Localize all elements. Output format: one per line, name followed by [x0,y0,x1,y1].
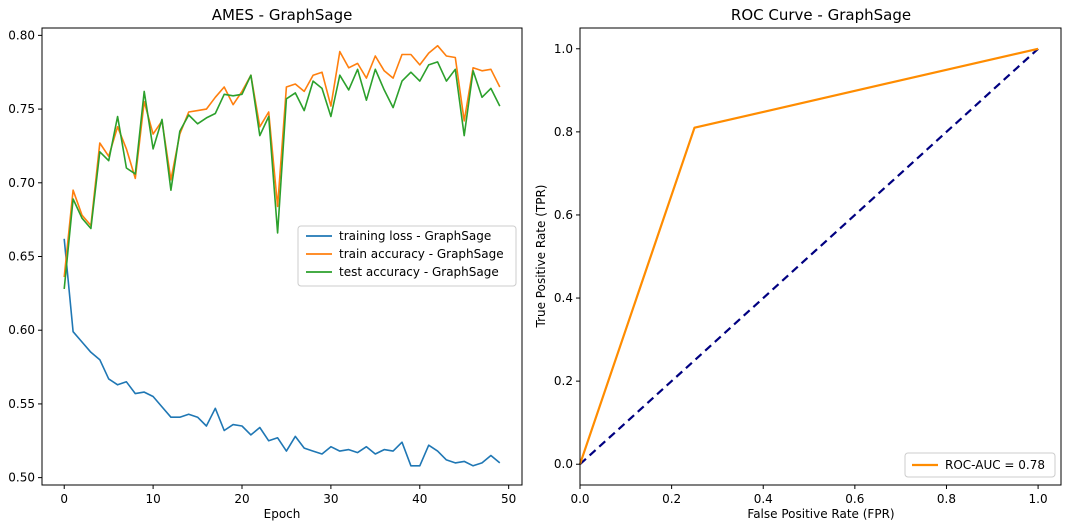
right-legend-box [904,452,1056,478]
y-tick-label: 0.55 [8,397,35,411]
x-tick-label: 40 [412,492,427,506]
y-tick-label: 0.6 [554,208,573,222]
x-tick-label: 1.0 [1029,492,1048,506]
legend-label: training loss - GraphSage [339,229,491,243]
left-chart: AMES - GraphSage 0 10 20 30 40 50 0.50 0.55 0.6… [8,6,523,521]
x-tick-label: 20 [234,492,249,506]
left-legend-box [297,225,517,287]
x-tick-label: 0.4 [754,492,773,506]
right-plot-frame [579,27,1062,486]
left-chart-title: AMES - GraphSage [212,6,353,24]
y-tick-label: 0.50 [8,471,35,485]
legend-label: train accuracy - GraphSage [339,247,504,261]
right-y-axis-label: True Positive Rate (TPR) [534,185,548,329]
y-tick-label: 0.80 [8,28,35,42]
y-tick-label: 0.65 [8,250,35,264]
left-x-axis-label: Epoch [264,507,301,521]
y-tick-label: 0.4 [554,291,573,305]
y-tick-label: 0.75 [8,102,35,116]
random-baseline-line [579,47,1039,466]
left-legend: training loss - GraphSage train accuracy … [297,225,517,287]
right-chart: ROC Curve - GraphSage 0.0 0.2 0.4 0.6 0.8 1.0… [534,6,1062,521]
y-tick-label: 0.2 [554,374,573,388]
x-tick-label: 30 [323,492,338,506]
legend-label: test accuracy - GraphSage [339,265,499,279]
x-tick-label: 0 [60,492,68,506]
x-tick-label: 0.0 [570,492,589,506]
legend-label: ROC-AUC = 0.78 [945,458,1045,472]
y-tick-label: 1.0 [554,42,573,56]
y-tick-label: 0.60 [8,323,35,337]
right-legend: ROC-AUC = 0.78 [904,452,1056,478]
x-tick-label: 0.2 [662,492,681,506]
x-tick-label: 10 [145,492,160,506]
right-x-axis-label: False Positive Rate (FPR) [747,507,894,521]
x-tick-label: 0.6 [845,492,864,506]
roc-curve-line [578,47,1039,465]
y-tick-label: 0.0 [554,457,573,471]
series-line-2 [63,61,501,289]
y-tick-label: 0.70 [8,176,35,190]
x-tick-label: 0.8 [937,492,956,506]
x-tick-label: 50 [501,492,516,506]
y-tick-label: 0.8 [554,125,573,139]
series-line-0 [63,238,501,467]
right-chart-title: ROC Curve - GraphSage [731,6,911,24]
